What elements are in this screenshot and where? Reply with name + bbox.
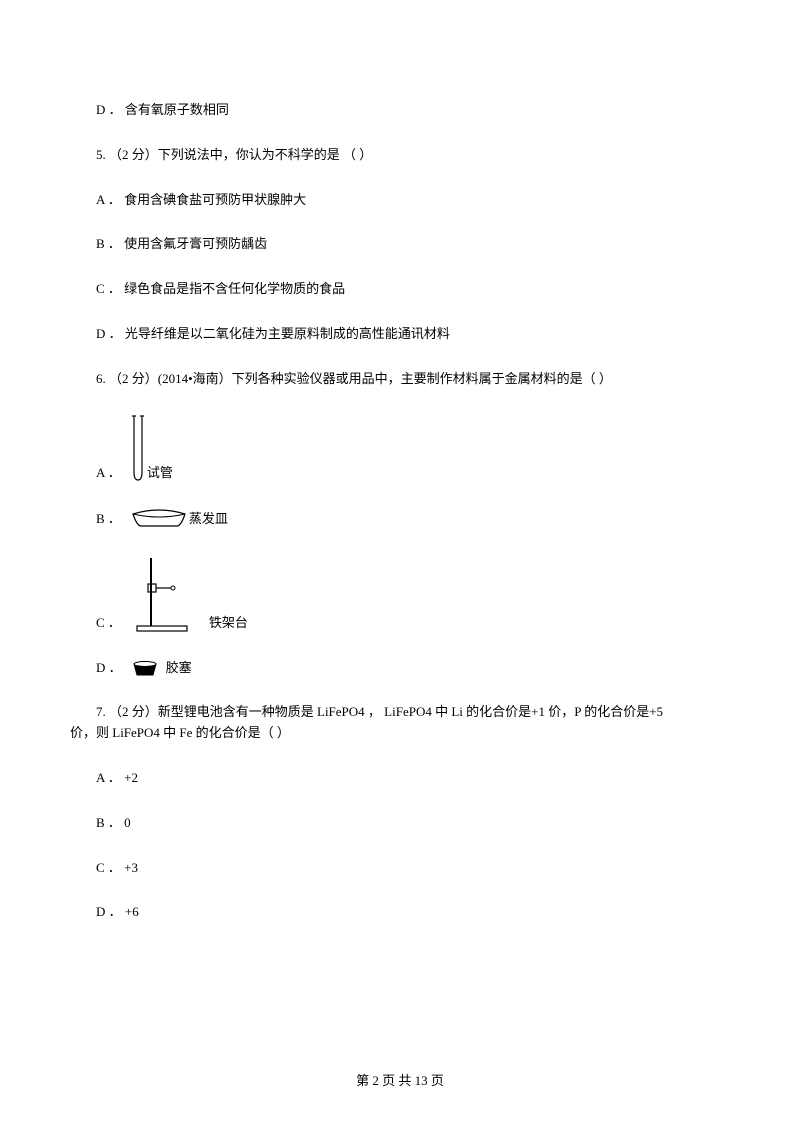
q6-option-a: A ． 试管 [70, 414, 730, 484]
page-footer: 第 2 页 共 13 页 [0, 1071, 800, 1092]
q5-option-b: B ． 使用含氟牙膏可预防龋齿 [70, 234, 730, 255]
q7-stem: 7. （2 分）新型锂电池含有一种物质是 LiFePO4 ， LiFePO4 中… [70, 702, 730, 744]
q6-a-label: A ． [96, 463, 121, 484]
q7-option-a: A ． +2 [70, 768, 730, 789]
q7-option-c: C ． +3 [70, 858, 730, 879]
q5-stem: 5. （2 分）下列说法中，你认为不科学的是 （ ） [70, 145, 730, 166]
iron-stand-icon [129, 554, 199, 634]
q7-option-d: D ． +6 [70, 902, 730, 923]
q4-option-d: D ． 含有氧原子数相同 [70, 100, 730, 121]
q6-d-label: D ． [96, 658, 122, 679]
q6-c-label: C ． [96, 613, 121, 634]
q7-line1: 7. （2 分）新型锂电池含有一种物质是 LiFePO4 ， LiFePO4 中… [70, 702, 730, 723]
q6-stem: 6. （2 分）(2014•海南）下列各种实验仪器或用品中，主要制作材料属于金属… [70, 369, 730, 390]
evaporating-dish-icon [129, 508, 189, 530]
q6-c-text: 铁架台 [209, 613, 248, 634]
q7-option-b: B ． 0 [70, 813, 730, 834]
q7-line2: 价，则 LiFePO4 中 Fe 的化合价是（ ） [70, 723, 730, 744]
q5-option-d: D ． 光导纤维是以二氧化硅为主要原料制成的高性能通讯材料 [70, 324, 730, 345]
q6-b-text: 蒸发皿 [189, 509, 228, 530]
q6-option-b: B ． 蒸发皿 [70, 508, 730, 530]
q5-option-a: A ． 食用含碘食盐可预防甲状腺肿大 [70, 190, 730, 211]
q5-option-c: C ． 绿色食品是指不含任何化学物质的食品 [70, 279, 730, 300]
rubber-stopper-icon [130, 660, 160, 678]
q6-a-text: 试管 [147, 463, 173, 484]
q6-d-text: 胶塞 [166, 658, 192, 679]
q6-option-c: C ． 铁架台 [70, 554, 730, 634]
test-tube-icon [129, 414, 147, 484]
q6-option-d: D ． 胶塞 [70, 658, 730, 679]
q6-b-label: B ． [96, 509, 121, 530]
